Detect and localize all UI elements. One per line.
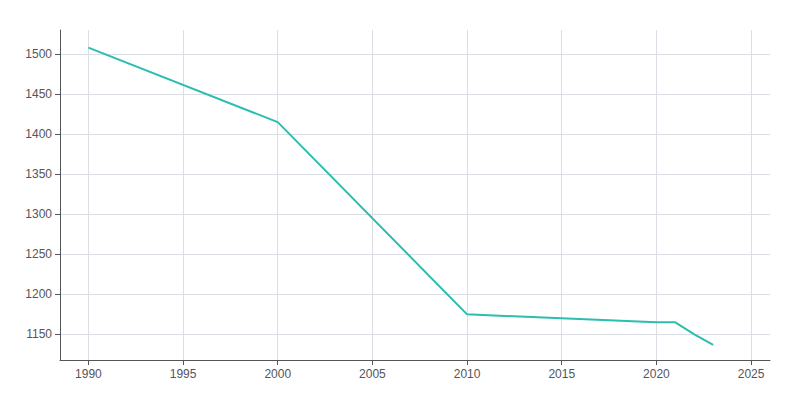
svg-text:1500: 1500 (25, 47, 52, 61)
svg-text:1300: 1300 (25, 207, 52, 221)
svg-text:2000: 2000 (264, 367, 291, 381)
svg-text:2025: 2025 (738, 367, 765, 381)
svg-text:2015: 2015 (548, 367, 575, 381)
svg-text:2010: 2010 (454, 367, 481, 381)
svg-text:1450: 1450 (25, 87, 52, 101)
svg-text:1350: 1350 (25, 167, 52, 181)
svg-text:1150: 1150 (26, 327, 52, 341)
svg-text:2020: 2020 (643, 367, 670, 381)
svg-text:1200: 1200 (25, 287, 52, 301)
svg-text:2005: 2005 (359, 367, 386, 381)
svg-text:1995: 1995 (170, 367, 197, 381)
svg-text:1250: 1250 (25, 247, 52, 261)
svg-text:1990: 1990 (75, 367, 102, 381)
svg-text:1400: 1400 (25, 127, 52, 141)
